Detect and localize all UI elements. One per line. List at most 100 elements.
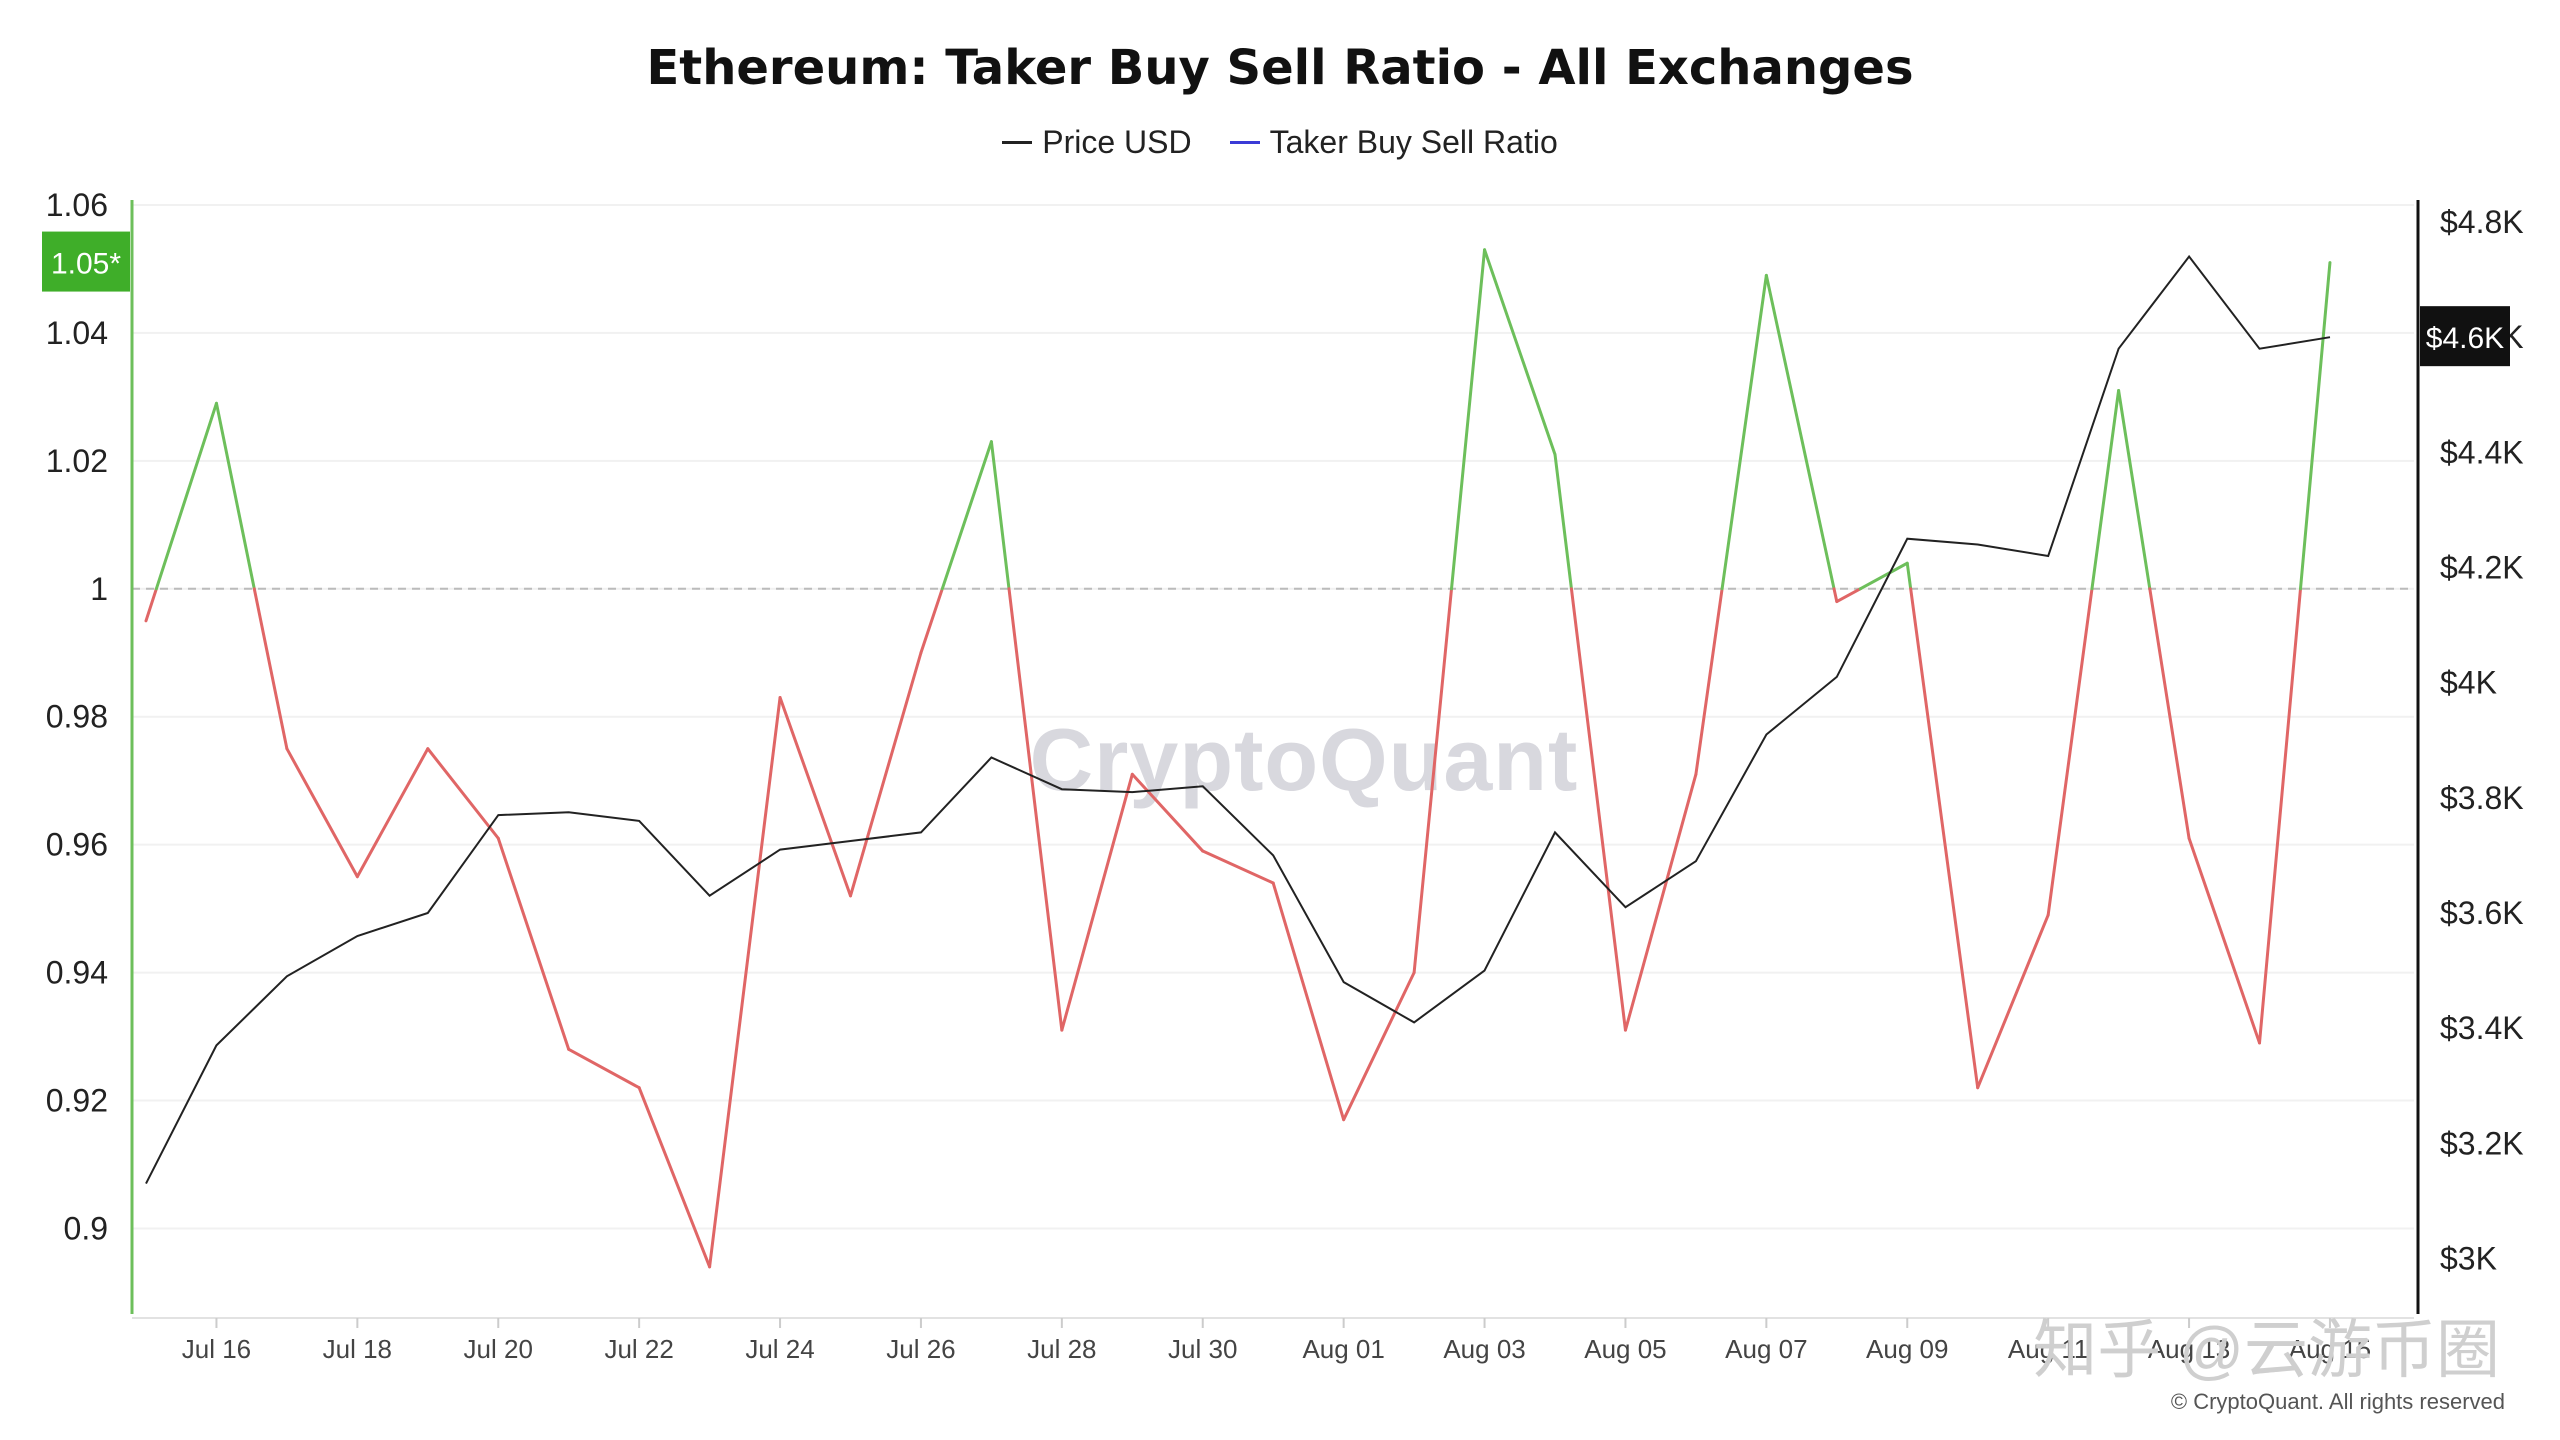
y-right-tick-5: $3.8K	[2440, 780, 2524, 816]
x-tick-4: Jul 24	[745, 1334, 814, 1364]
ratio-segment-24-0	[1835, 587, 1862, 604]
ratio-segment-27-0	[2046, 587, 2094, 917]
ratio-segment-30-1	[2298, 261, 2332, 591]
y-right-tick-4: $4K	[2440, 665, 2497, 701]
ratio-segment-12-0	[989, 440, 1011, 591]
ratio-segment-0-0	[144, 587, 158, 623]
ratio-segment-5-0	[496, 836, 571, 1051]
ratio-segment-22-1	[1720, 273, 1768, 591]
ratio-segment-23-1	[1832, 587, 1839, 604]
y-left-tick-4: 0.98	[46, 699, 108, 735]
price-value-badge	[2420, 306, 2510, 367]
x-tick-1: Jul 18	[323, 1334, 392, 1364]
x-tick-7: Jul 30	[1168, 1334, 1237, 1364]
legend-item-ratio[interactable]: Taker Buy Sell Ratio	[1229, 124, 1558, 161]
ratio-segment-10-0	[849, 651, 923, 898]
copyright-text: © CryptoQuant. All rights reserved	[2171, 1389, 2505, 1414]
ratio-segment-4-0	[426, 747, 500, 840]
ratio-segment-8-0	[708, 696, 782, 1269]
axes	[130, 200, 2420, 1319]
ratio-segment-25-1	[1909, 587, 1980, 1090]
x-tick-5: Jul 26	[886, 1334, 955, 1364]
x-tick-6: Jul 28	[1027, 1334, 1096, 1364]
ratio-segment-6-0	[567, 1047, 641, 1090]
ratio-segment-7-0	[637, 1086, 712, 1269]
ratio-segment-24-1	[1858, 561, 1909, 591]
ratio-segment-18-0	[1412, 587, 1454, 975]
ratio-segment-0-1	[154, 401, 218, 591]
y-right-tick-9: $3K	[2440, 1240, 2497, 1276]
y-left-tick-1: 1.04	[46, 315, 108, 351]
y-left-tick-7: 0.92	[46, 1083, 108, 1119]
y-axis-right-labels: $4.8K$4.6K$4.4K$4.2K$4K$3.8K$3.6K$3.4K$3…	[2440, 204, 2524, 1276]
x-tick-13: Aug 11	[2008, 1334, 2088, 1364]
ratio-segment-30-0	[2258, 587, 2302, 1045]
y-right-tick-7: $3.4K	[2440, 1010, 2524, 1046]
ratio-segment-2-0	[285, 747, 359, 879]
ratio-segment-13-0	[1060, 772, 1134, 1032]
y-right-tick-3: $4.2K	[2440, 549, 2524, 585]
ratio-segment-29-0	[2187, 836, 2261, 1045]
ratio-segment-12-1	[1007, 587, 1064, 1032]
ratio-segment-15-0	[1201, 849, 1275, 885]
x-axis-labels: Jul 16 Jul 18 Jul 20 Jul 22 Jul 24 Jul 26 Jul …	[182, 1318, 2371, 1364]
x-tick-0: Jul 16	[182, 1334, 251, 1364]
value-badges: 1.05* $4.6K	[42, 231, 2510, 367]
ratio-segment-28-1	[2148, 587, 2191, 840]
y-left-tick-0: 1.06	[46, 187, 108, 223]
ratio-segment-1-1	[252, 587, 289, 751]
ratio-segment-26-0	[1976, 913, 2050, 1090]
legend-label-price: Price USD	[1042, 124, 1192, 160]
chart-legend: Price USD Taker Buy Sell Ratio	[0, 124, 2560, 161]
ratio-segment-18-1	[1450, 248, 1487, 591]
x-tick-10: Aug 05	[1584, 1334, 1666, 1364]
x-tick-15: Aug 15	[2289, 1334, 2371, 1364]
ratio-segment-25-0	[1905, 561, 1913, 591]
x-tick-9: Aug 03	[1443, 1334, 1525, 1364]
y-right-tick-0: $4.8K	[2440, 204, 2524, 240]
legend-label-ratio: Taker Buy Sell Ratio	[1269, 124, 1558, 160]
ratio-segment-14-0	[1130, 772, 1205, 853]
price-line-path	[145, 254, 2331, 1185]
x-tick-12: Aug 09	[1866, 1334, 1948, 1364]
ratio-segment-20-0	[1553, 452, 1573, 591]
ratio-segment-16-0	[1271, 881, 1346, 1122]
y-axis-left-labels: 1.06 1.04 1.02 1 0.98 0.96 0.94 0.92 0.9	[46, 187, 108, 1246]
ratio-segment-21-0	[1623, 772, 1698, 1032]
y-left-tick-6: 0.94	[46, 955, 108, 991]
y-left-tick-5: 0.96	[46, 827, 108, 863]
chart-title: Ethereum: Taker Buy Sell Ratio - All Exc…	[646, 40, 1914, 96]
price-value-badge-text: $4.6K	[2426, 322, 2504, 355]
ratio-segment-9-0	[778, 696, 852, 898]
y-left-tick-3: 1	[90, 571, 108, 607]
ratio-segment-19-0	[1483, 248, 1557, 456]
ratio-segment-27-1	[2090, 389, 2121, 591]
grid	[132, 204, 2414, 1230]
price-series	[145, 254, 2331, 1185]
x-tick-2: Jul 20	[464, 1334, 533, 1364]
ratio-value-badge	[42, 231, 130, 292]
legend-swatch-price	[1002, 141, 1033, 144]
x-tick-11: Aug 07	[1725, 1334, 1807, 1364]
y-left-tick-2: 1.02	[46, 443, 108, 479]
ratio-segment-3-0	[355, 747, 430, 879]
ratio-value-badge-text: 1.05*	[51, 248, 121, 281]
ratio-segment-20-1	[1569, 587, 1627, 1032]
ratio-series	[144, 248, 2332, 1269]
y-right-tick-2: $4.4K	[2440, 434, 2524, 470]
y-right-tick-6: $3.6K	[2440, 895, 2524, 931]
ratio-segment-1-0	[214, 401, 256, 591]
ratio-segment-11-1	[940, 440, 993, 591]
ratio-segment-11-0	[919, 587, 944, 655]
x-tick-3: Jul 22	[604, 1334, 673, 1364]
x-tick-8: Aug 01	[1302, 1334, 1384, 1364]
x-tick-14: Aug 13	[2148, 1334, 2230, 1364]
ratio-segment-22-0	[1694, 587, 1724, 776]
legend-item-price[interactable]: Price USD	[1002, 124, 1192, 161]
ratio-segment-17-0	[1342, 971, 1416, 1122]
y-left-tick-8: 0.9	[64, 1210, 108, 1246]
watermark: CryptoQuant	[1030, 710, 1579, 809]
legend-swatch-ratio	[1229, 141, 1260, 144]
ratio-segment-23-0	[1764, 273, 1836, 591]
overlay-watermark: 知乎 @云游币圈	[2033, 1314, 2500, 1386]
